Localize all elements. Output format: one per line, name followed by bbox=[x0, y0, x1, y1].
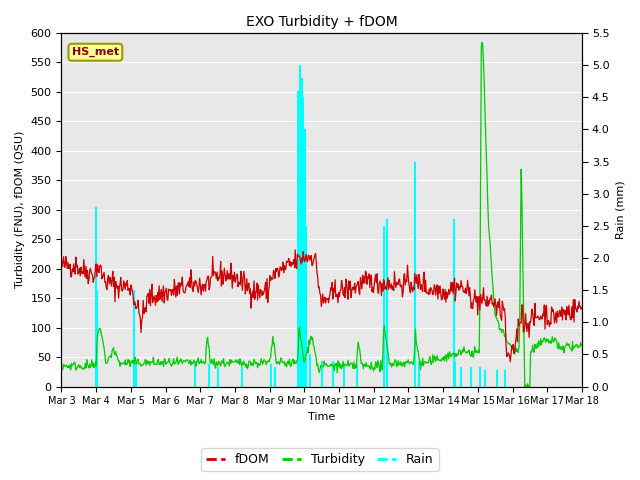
Y-axis label: Turbidity (FNU), fDOM (QSU): Turbidity (FNU), fDOM (QSU) bbox=[15, 131, 25, 288]
X-axis label: Time: Time bbox=[308, 412, 335, 422]
Text: HS_met: HS_met bbox=[72, 47, 119, 57]
Title: EXO Turbidity + fDOM: EXO Turbidity + fDOM bbox=[246, 15, 397, 29]
Legend: fDOM, Turbidity, Rain: fDOM, Turbidity, Rain bbox=[201, 448, 439, 471]
Y-axis label: Rain (mm): Rain (mm) bbox=[615, 180, 625, 239]
